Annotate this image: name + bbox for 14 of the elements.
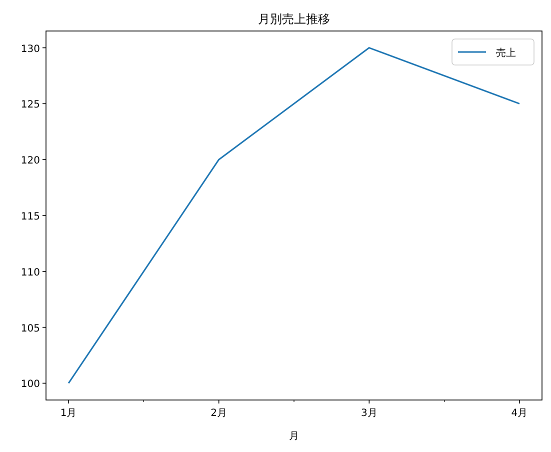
ytick: 120 (20, 156, 40, 167)
xtick: 3月 (360, 408, 378, 419)
xtick: 2月 (210, 408, 228, 419)
ytick: 130 (20, 44, 40, 55)
xtick: 1月 (60, 408, 77, 419)
ytick: 115 (20, 212, 40, 222)
xtick: 4月 (511, 408, 528, 419)
ytick: 100 (20, 379, 40, 390)
ytick: 110 (20, 267, 40, 278)
legend-label: 売上 (496, 48, 516, 59)
ytick: 125 (20, 100, 40, 111)
title: 月別売上推移 (258, 12, 330, 26)
xlabel: 月 (289, 431, 299, 442)
ytick: 105 (20, 323, 40, 334)
